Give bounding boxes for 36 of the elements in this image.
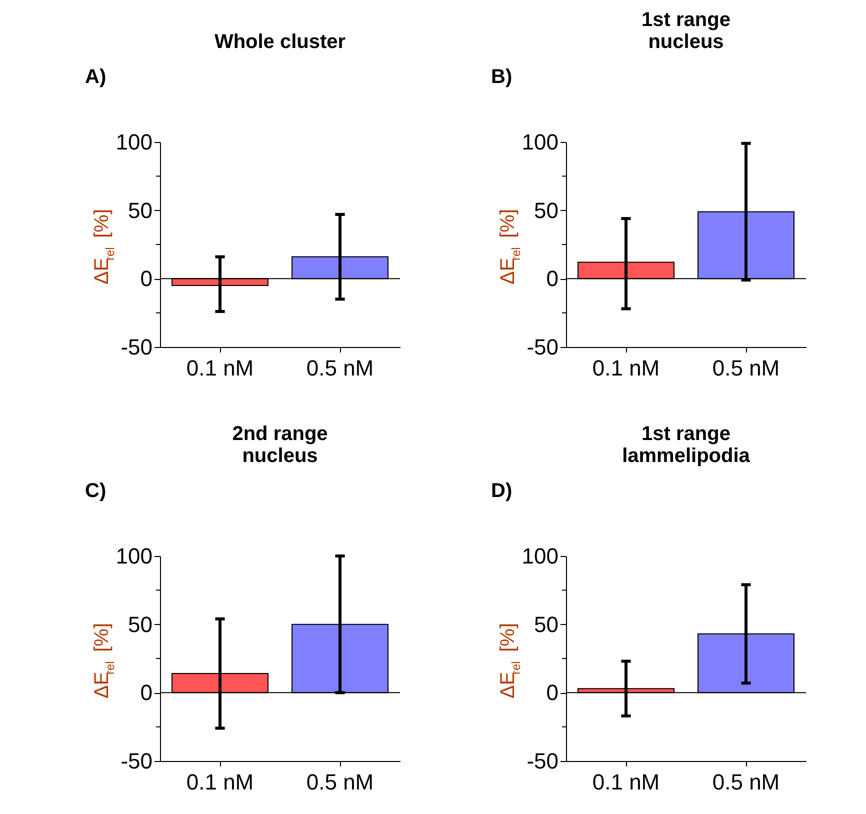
y-tick-label: -50 (526, 334, 558, 360)
y-tick-label: 50 (128, 198, 152, 223)
y-axis-title: ΔErel [%] (91, 622, 117, 698)
text: C) (85, 480, 106, 502)
y-axis-title: ΔErel [%] (497, 622, 523, 698)
chart-title: 2nd range nucleus (232, 423, 328, 467)
x-tick-label: 0.5 nM (712, 356, 780, 380)
y-tick-label: 100 (522, 544, 558, 568)
y-tick-label: 50 (128, 612, 152, 637)
y-tick-label: 0 (546, 266, 558, 292)
x-tick-label: 0.5 nM (306, 770, 374, 794)
y-tick-label: 100 (522, 130, 558, 154)
y-tick-label: 100 (116, 544, 152, 568)
y-axis-title: ΔErel [%] (497, 208, 523, 284)
text: B) (491, 66, 512, 88)
y-tick-label: 50 (534, 612, 558, 637)
chart-title: 1st range lammelipodia (622, 423, 751, 467)
y-tick-label: 0 (140, 680, 152, 706)
chart-title: Whole cluster (214, 31, 346, 53)
x-tick-label: 0.5 nM (306, 356, 374, 380)
x-tick-label: 0.5 nM (712, 770, 780, 794)
x-tick-label: 0.1 nM (186, 356, 254, 380)
y-tick-label: -50 (120, 334, 152, 360)
text: A) (85, 66, 106, 88)
chart-title: 1st range nucleus (642, 9, 730, 53)
y-axis-title: ΔErel [%] (91, 208, 117, 284)
text: D) (491, 480, 512, 502)
x-tick-label: 0.1 nM (592, 770, 660, 794)
y-tick-label: 0 (546, 680, 558, 706)
y-tick-label: -50 (526, 748, 558, 774)
y-tick-label: 100 (116, 130, 152, 154)
x-tick-label: 0.1 nM (186, 770, 254, 794)
x-tick-label: 0.1 nM (592, 356, 660, 380)
y-tick-label: 0 (140, 266, 152, 292)
y-tick-label: 50 (534, 198, 558, 223)
y-tick-label: -50 (120, 748, 152, 774)
